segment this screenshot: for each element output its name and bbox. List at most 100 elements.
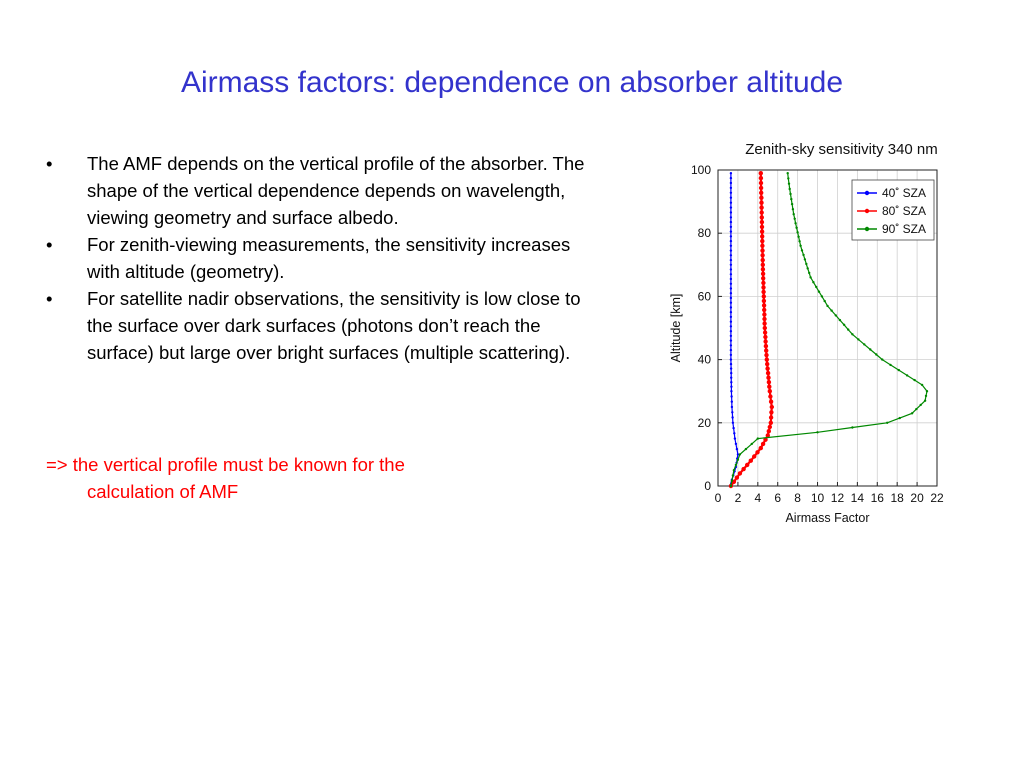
bullet-item: • For satellite nadir observations, the … — [46, 285, 586, 366]
legend-marker — [864, 190, 870, 196]
y-axis-label: Altitude [km] — [669, 294, 683, 363]
data-point — [729, 296, 733, 300]
data-point — [762, 316, 767, 322]
data-point — [729, 358, 733, 361]
data-point — [758, 445, 763, 451]
data-point — [729, 244, 733, 247]
data-point — [761, 276, 766, 281]
data-point — [797, 235, 800, 238]
y-tick-label: 80 — [698, 226, 712, 240]
data-point — [730, 400, 733, 403]
data-point — [847, 328, 850, 331]
data-point — [729, 344, 733, 347]
data-point — [760, 257, 765, 263]
data-point — [842, 323, 846, 326]
data-point — [733, 437, 737, 440]
data-point — [729, 348, 733, 352]
data-point — [761, 303, 767, 308]
data-point — [729, 292, 733, 295]
data-point — [729, 211, 733, 214]
data-point — [802, 253, 805, 257]
data-point — [769, 410, 774, 415]
data-point — [729, 330, 733, 333]
y-tick-label: 0 — [704, 479, 711, 493]
data-point — [731, 416, 734, 419]
x-tick-label: 18 — [891, 491, 905, 505]
data-point — [729, 311, 733, 314]
data-point — [729, 191, 733, 194]
data-point — [731, 421, 735, 424]
data-point — [812, 281, 815, 284]
data-point — [790, 202, 794, 206]
data-point — [787, 177, 790, 180]
data-point — [750, 442, 753, 446]
data-point — [881, 358, 884, 361]
bullet-item: • The AMF depends on the vertical profil… — [46, 150, 586, 231]
data-point — [924, 394, 928, 398]
data-point — [729, 367, 733, 370]
conclusion-text: => the vertical profile must be known fo… — [46, 451, 516, 505]
data-point — [759, 215, 764, 220]
data-point — [729, 172, 733, 175]
data-point — [834, 314, 837, 317]
data-point — [808, 271, 811, 275]
data-point — [851, 426, 854, 429]
data-point — [760, 238, 765, 244]
data-point — [764, 348, 769, 353]
legend-marker — [864, 226, 870, 232]
data-point — [729, 176, 733, 180]
data-point — [898, 416, 901, 420]
x-tick-label: 4 — [754, 491, 761, 505]
data-point — [787, 182, 791, 185]
data-point — [760, 267, 766, 272]
x-tick-label: 20 — [910, 491, 924, 505]
data-point — [788, 187, 791, 191]
data-point — [809, 276, 812, 279]
data-point — [789, 192, 792, 196]
x-tick-label: 16 — [871, 491, 885, 505]
data-point — [905, 374, 909, 377]
data-point — [923, 399, 927, 402]
data-point — [734, 442, 738, 446]
data-point — [729, 216, 733, 219]
data-point — [767, 424, 772, 430]
data-point — [768, 415, 774, 420]
data-point — [817, 290, 821, 293]
data-point — [729, 273, 733, 276]
data-point — [760, 253, 765, 258]
data-point — [760, 243, 765, 248]
data-point — [758, 171, 763, 176]
data-point — [913, 378, 916, 382]
data-point — [765, 361, 770, 367]
data-point — [767, 389, 772, 394]
legend-label: 80˚ SZA — [882, 204, 926, 218]
data-point — [736, 458, 740, 461]
y-tick-label: 20 — [698, 416, 712, 430]
data-point — [759, 229, 765, 234]
data-point — [764, 357, 769, 362]
data-point — [795, 226, 798, 229]
data-point — [798, 240, 801, 243]
data-point — [729, 339, 733, 342]
data-point — [919, 403, 922, 407]
data-point — [763, 437, 768, 442]
x-tick-label: 10 — [811, 491, 825, 505]
data-point — [869, 348, 872, 351]
data-point — [730, 385, 733, 388]
data-point — [765, 370, 771, 376]
data-point — [759, 224, 765, 230]
x-axis-label: Airmass Factor — [785, 511, 869, 525]
data-point — [729, 263, 733, 266]
data-point — [730, 371, 733, 375]
data-point — [731, 474, 735, 477]
data-point — [759, 190, 764, 195]
data-point — [736, 453, 740, 456]
data-point — [741, 466, 746, 472]
data-point — [729, 249, 733, 252]
data-point — [762, 321, 767, 326]
data-point — [729, 362, 733, 366]
data-point — [763, 339, 768, 344]
data-point — [765, 433, 770, 438]
data-point — [729, 277, 733, 281]
data-point — [729, 181, 733, 185]
